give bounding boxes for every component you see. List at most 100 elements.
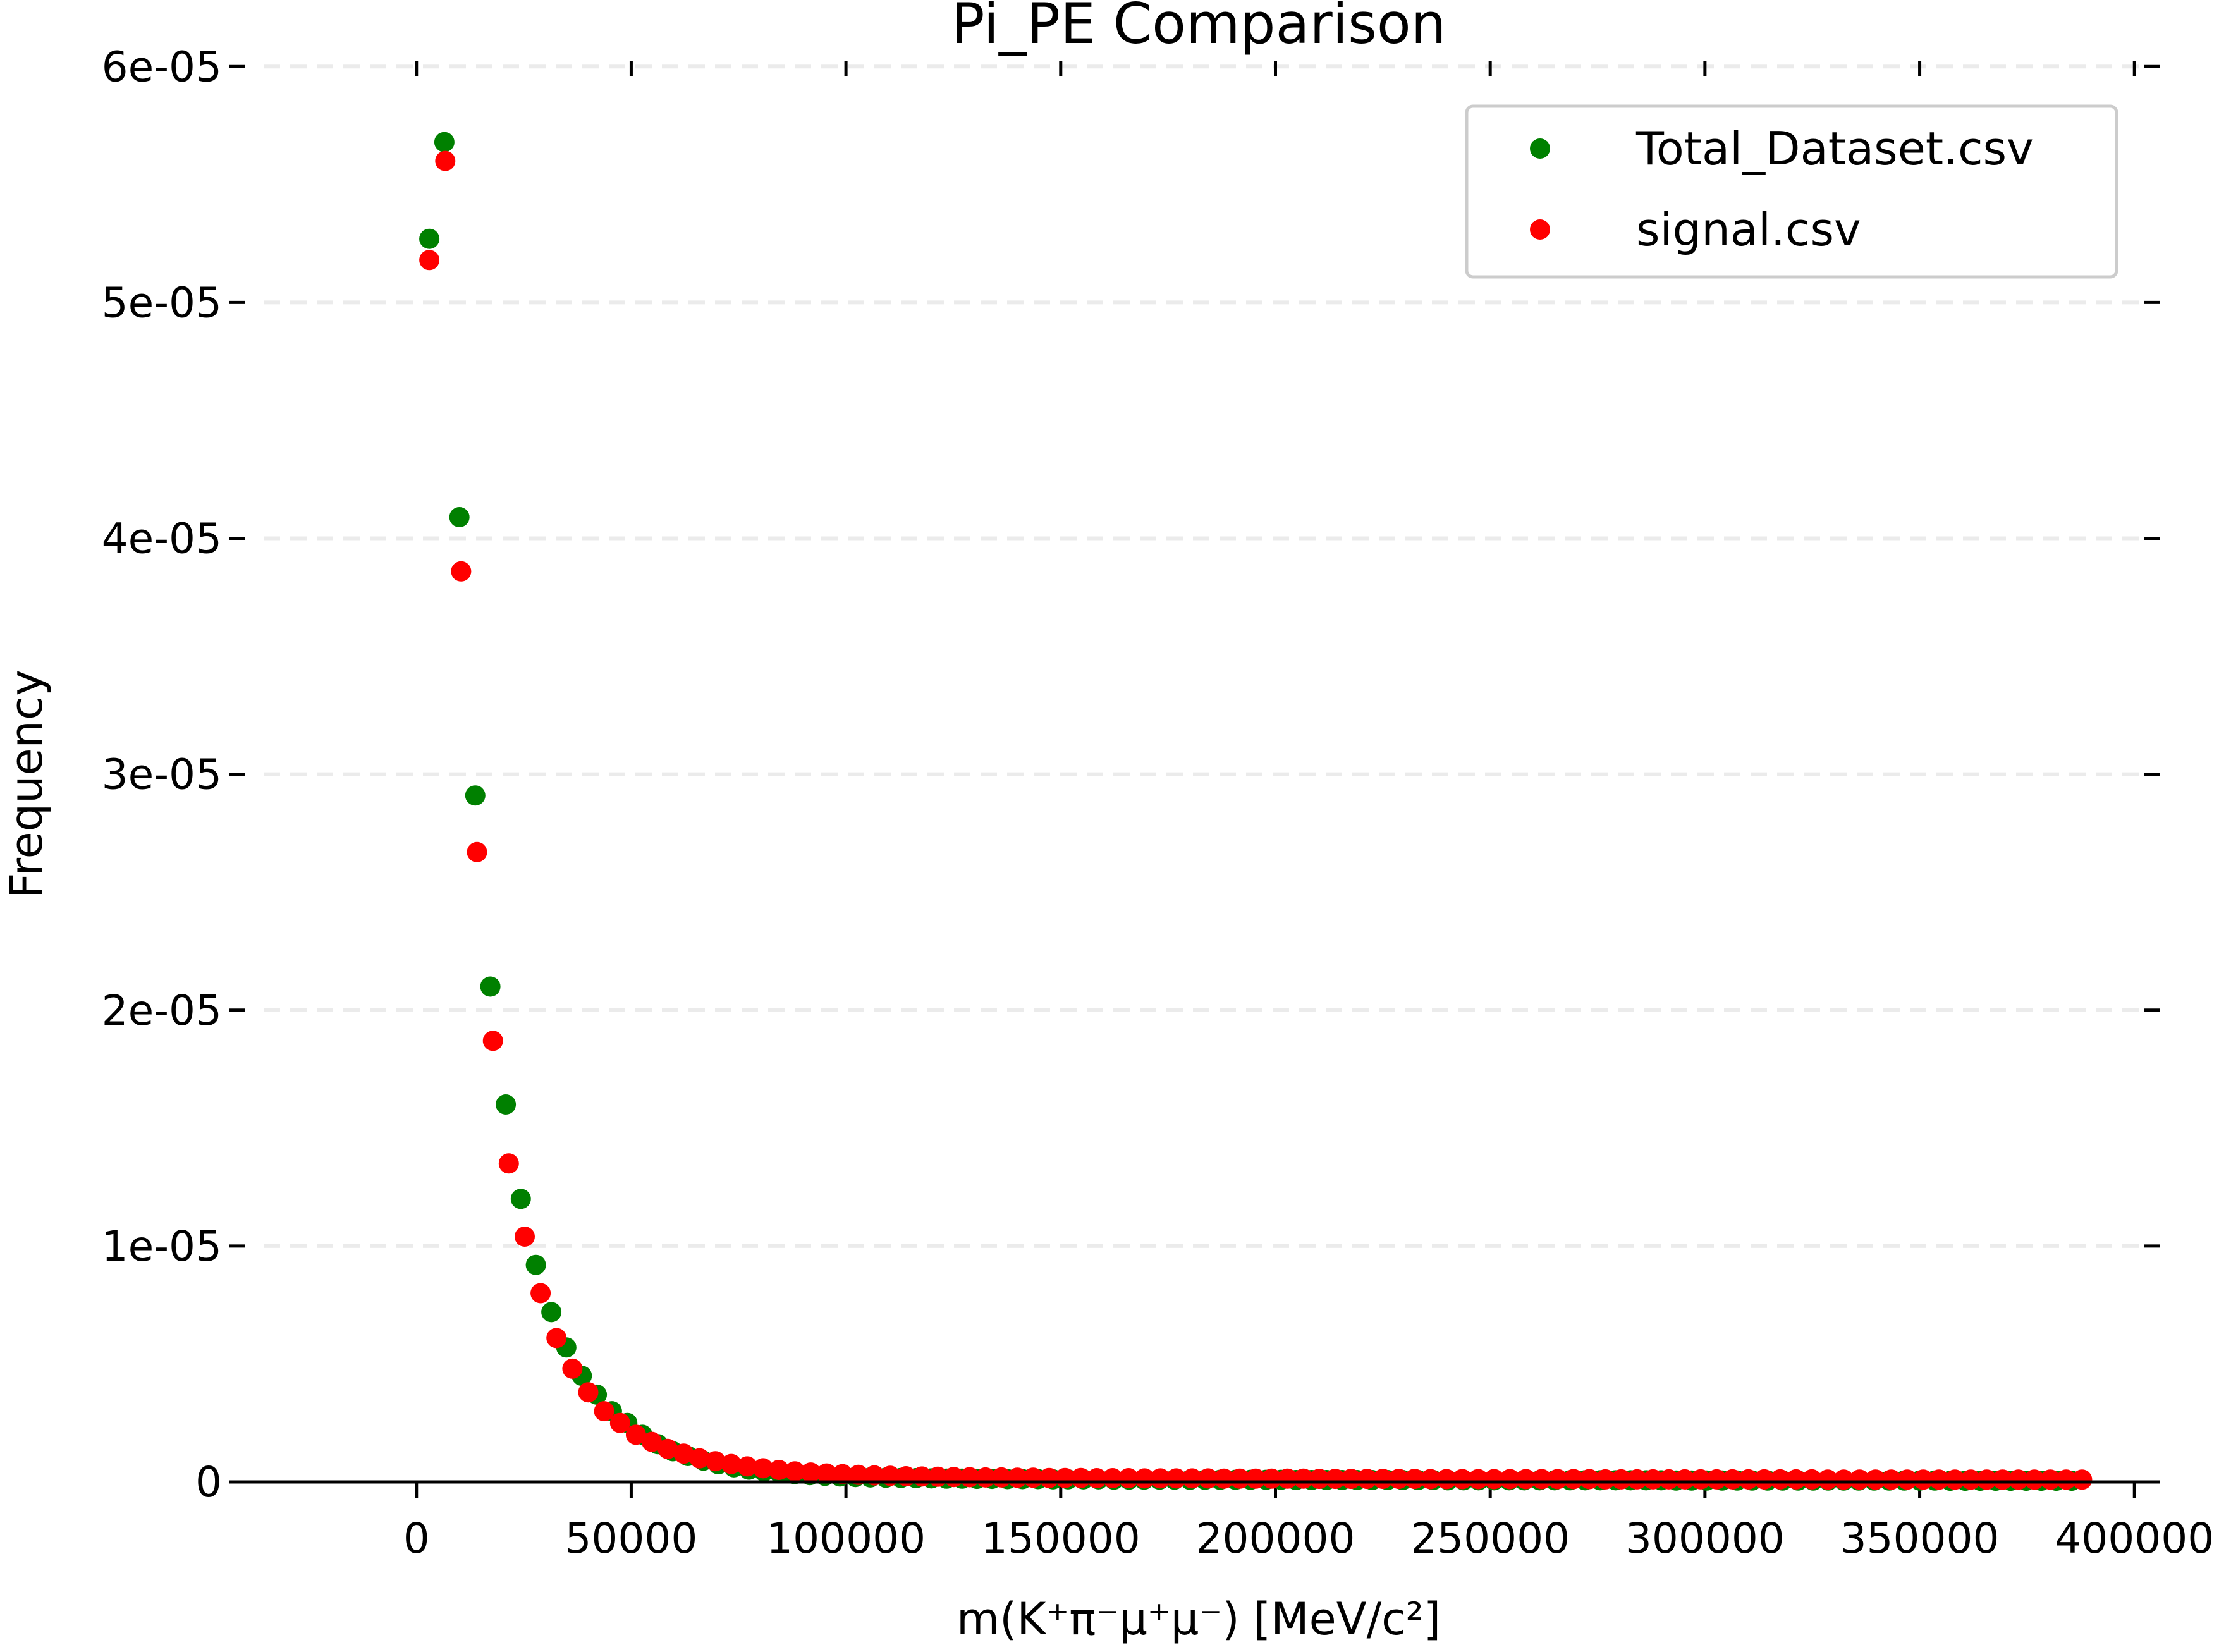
data-point xyxy=(832,1464,853,1484)
data-point xyxy=(419,250,440,271)
y-tick-label: 5e-05 xyxy=(102,278,222,327)
data-point xyxy=(1976,1469,1997,1490)
data-point xyxy=(1309,1469,1330,1490)
x-tick-label: 150000 xyxy=(981,1514,1140,1563)
data-point xyxy=(1372,1469,1393,1490)
legend-marker-signal xyxy=(1530,219,1550,240)
data-point xyxy=(816,1463,837,1484)
data-point xyxy=(1420,1469,1441,1490)
data-point xyxy=(530,1283,551,1304)
data-point xyxy=(578,1382,599,1403)
data-point xyxy=(434,132,455,152)
data-point xyxy=(1818,1469,1838,1490)
data-point xyxy=(848,1464,869,1485)
data-point xyxy=(1245,1468,1266,1489)
data-point xyxy=(515,1227,535,1247)
data-point xyxy=(2056,1469,2077,1490)
legend-label-total-dataset: Total_Dataset.csv xyxy=(1635,122,2034,175)
legend: Total_Dataset.csv signal.csv xyxy=(1465,104,2118,279)
data-point xyxy=(1293,1468,1314,1489)
data-point xyxy=(1579,1469,1600,1490)
data-point xyxy=(2024,1469,2045,1490)
x-axis-title: m(K⁺π⁻μ⁺μ⁻) [MeV/c²] xyxy=(957,1593,1441,1645)
data-point xyxy=(785,1461,805,1482)
data-point xyxy=(562,1358,583,1379)
x-tick-label: 400000 xyxy=(2055,1514,2214,1563)
data-point xyxy=(657,1438,678,1459)
data-point xyxy=(673,1443,694,1464)
data-point xyxy=(594,1401,614,1422)
y-tick-label: 1e-05 xyxy=(102,1222,222,1271)
data-point xyxy=(609,1412,630,1433)
y-tick-label: 3e-05 xyxy=(102,750,222,799)
data-point xyxy=(1484,1469,1505,1490)
x-tick-label: 350000 xyxy=(1840,1514,2000,1563)
data-point xyxy=(510,1189,531,1209)
data-point xyxy=(705,1451,726,1472)
data-point xyxy=(1324,1469,1345,1490)
data-point xyxy=(1722,1469,1743,1490)
data-point xyxy=(2040,1469,2061,1490)
data-point xyxy=(1785,1469,1806,1490)
data-point xyxy=(1341,1469,1362,1490)
data-point xyxy=(800,1462,821,1483)
data-point xyxy=(721,1453,742,1474)
data-point xyxy=(1452,1469,1472,1490)
y-tick-label: 6e-05 xyxy=(102,42,222,91)
data-point xyxy=(1547,1469,1568,1490)
data-point xyxy=(1849,1469,1870,1490)
data-point xyxy=(1214,1468,1234,1489)
data-point xyxy=(1563,1469,1584,1490)
data-point xyxy=(625,1424,646,1445)
data-point xyxy=(1913,1469,1933,1490)
data-point xyxy=(1595,1469,1616,1490)
data-point xyxy=(451,561,472,582)
data-point xyxy=(769,1460,790,1480)
x-tick-label: 0 xyxy=(403,1514,430,1563)
data-point xyxy=(1960,1469,1981,1490)
data-point xyxy=(2072,1469,2093,1490)
data-point xyxy=(435,150,456,171)
data-point xyxy=(482,1031,503,1051)
data-point xyxy=(1611,1469,1632,1490)
data-point xyxy=(546,1328,567,1349)
data-point xyxy=(541,1302,562,1323)
data-point xyxy=(465,785,486,806)
data-point xyxy=(1357,1469,1378,1490)
data-point xyxy=(1515,1469,1536,1490)
data-point xyxy=(1802,1469,1822,1490)
y-axis-title: Frequency xyxy=(1,670,52,898)
data-point xyxy=(467,841,487,862)
x-tick-label: 100000 xyxy=(766,1514,926,1563)
data-point xyxy=(1674,1469,1695,1490)
data-point xyxy=(1770,1469,1790,1490)
legend-label-signal: signal.csv xyxy=(1636,203,1861,256)
data-point xyxy=(1690,1469,1711,1490)
data-point xyxy=(1388,1469,1409,1490)
data-point xyxy=(419,228,440,249)
y-tick-label: 4e-05 xyxy=(102,515,222,563)
x-tick-label: 200000 xyxy=(1196,1514,1355,1563)
y-tick-label: 2e-05 xyxy=(102,986,222,1035)
data-point xyxy=(1642,1469,1663,1490)
data-point xyxy=(1754,1469,1775,1490)
data-point xyxy=(525,1254,546,1275)
axis-ticks: 0 1e-05 2e-05 3e-05 4e-05 5e-05 6e-05 0 50000 100… xyxy=(102,42,2215,1563)
data-point xyxy=(753,1458,773,1479)
data-point xyxy=(1738,1469,1759,1490)
data-point xyxy=(1230,1468,1250,1489)
data-point xyxy=(1865,1469,1886,1490)
data-point xyxy=(1992,1469,2013,1490)
data-point xyxy=(642,1431,662,1452)
data-point xyxy=(449,507,470,527)
data-point xyxy=(1261,1468,1282,1489)
x-tick-label: 250000 xyxy=(1410,1514,1570,1563)
data-point xyxy=(496,1094,517,1115)
data-point xyxy=(1706,1469,1727,1490)
data-point xyxy=(1500,1469,1520,1490)
data-point xyxy=(498,1153,519,1174)
data-point xyxy=(1277,1468,1298,1489)
data-point xyxy=(1833,1469,1854,1490)
data-point xyxy=(2008,1469,2029,1490)
data-point xyxy=(1531,1469,1552,1490)
